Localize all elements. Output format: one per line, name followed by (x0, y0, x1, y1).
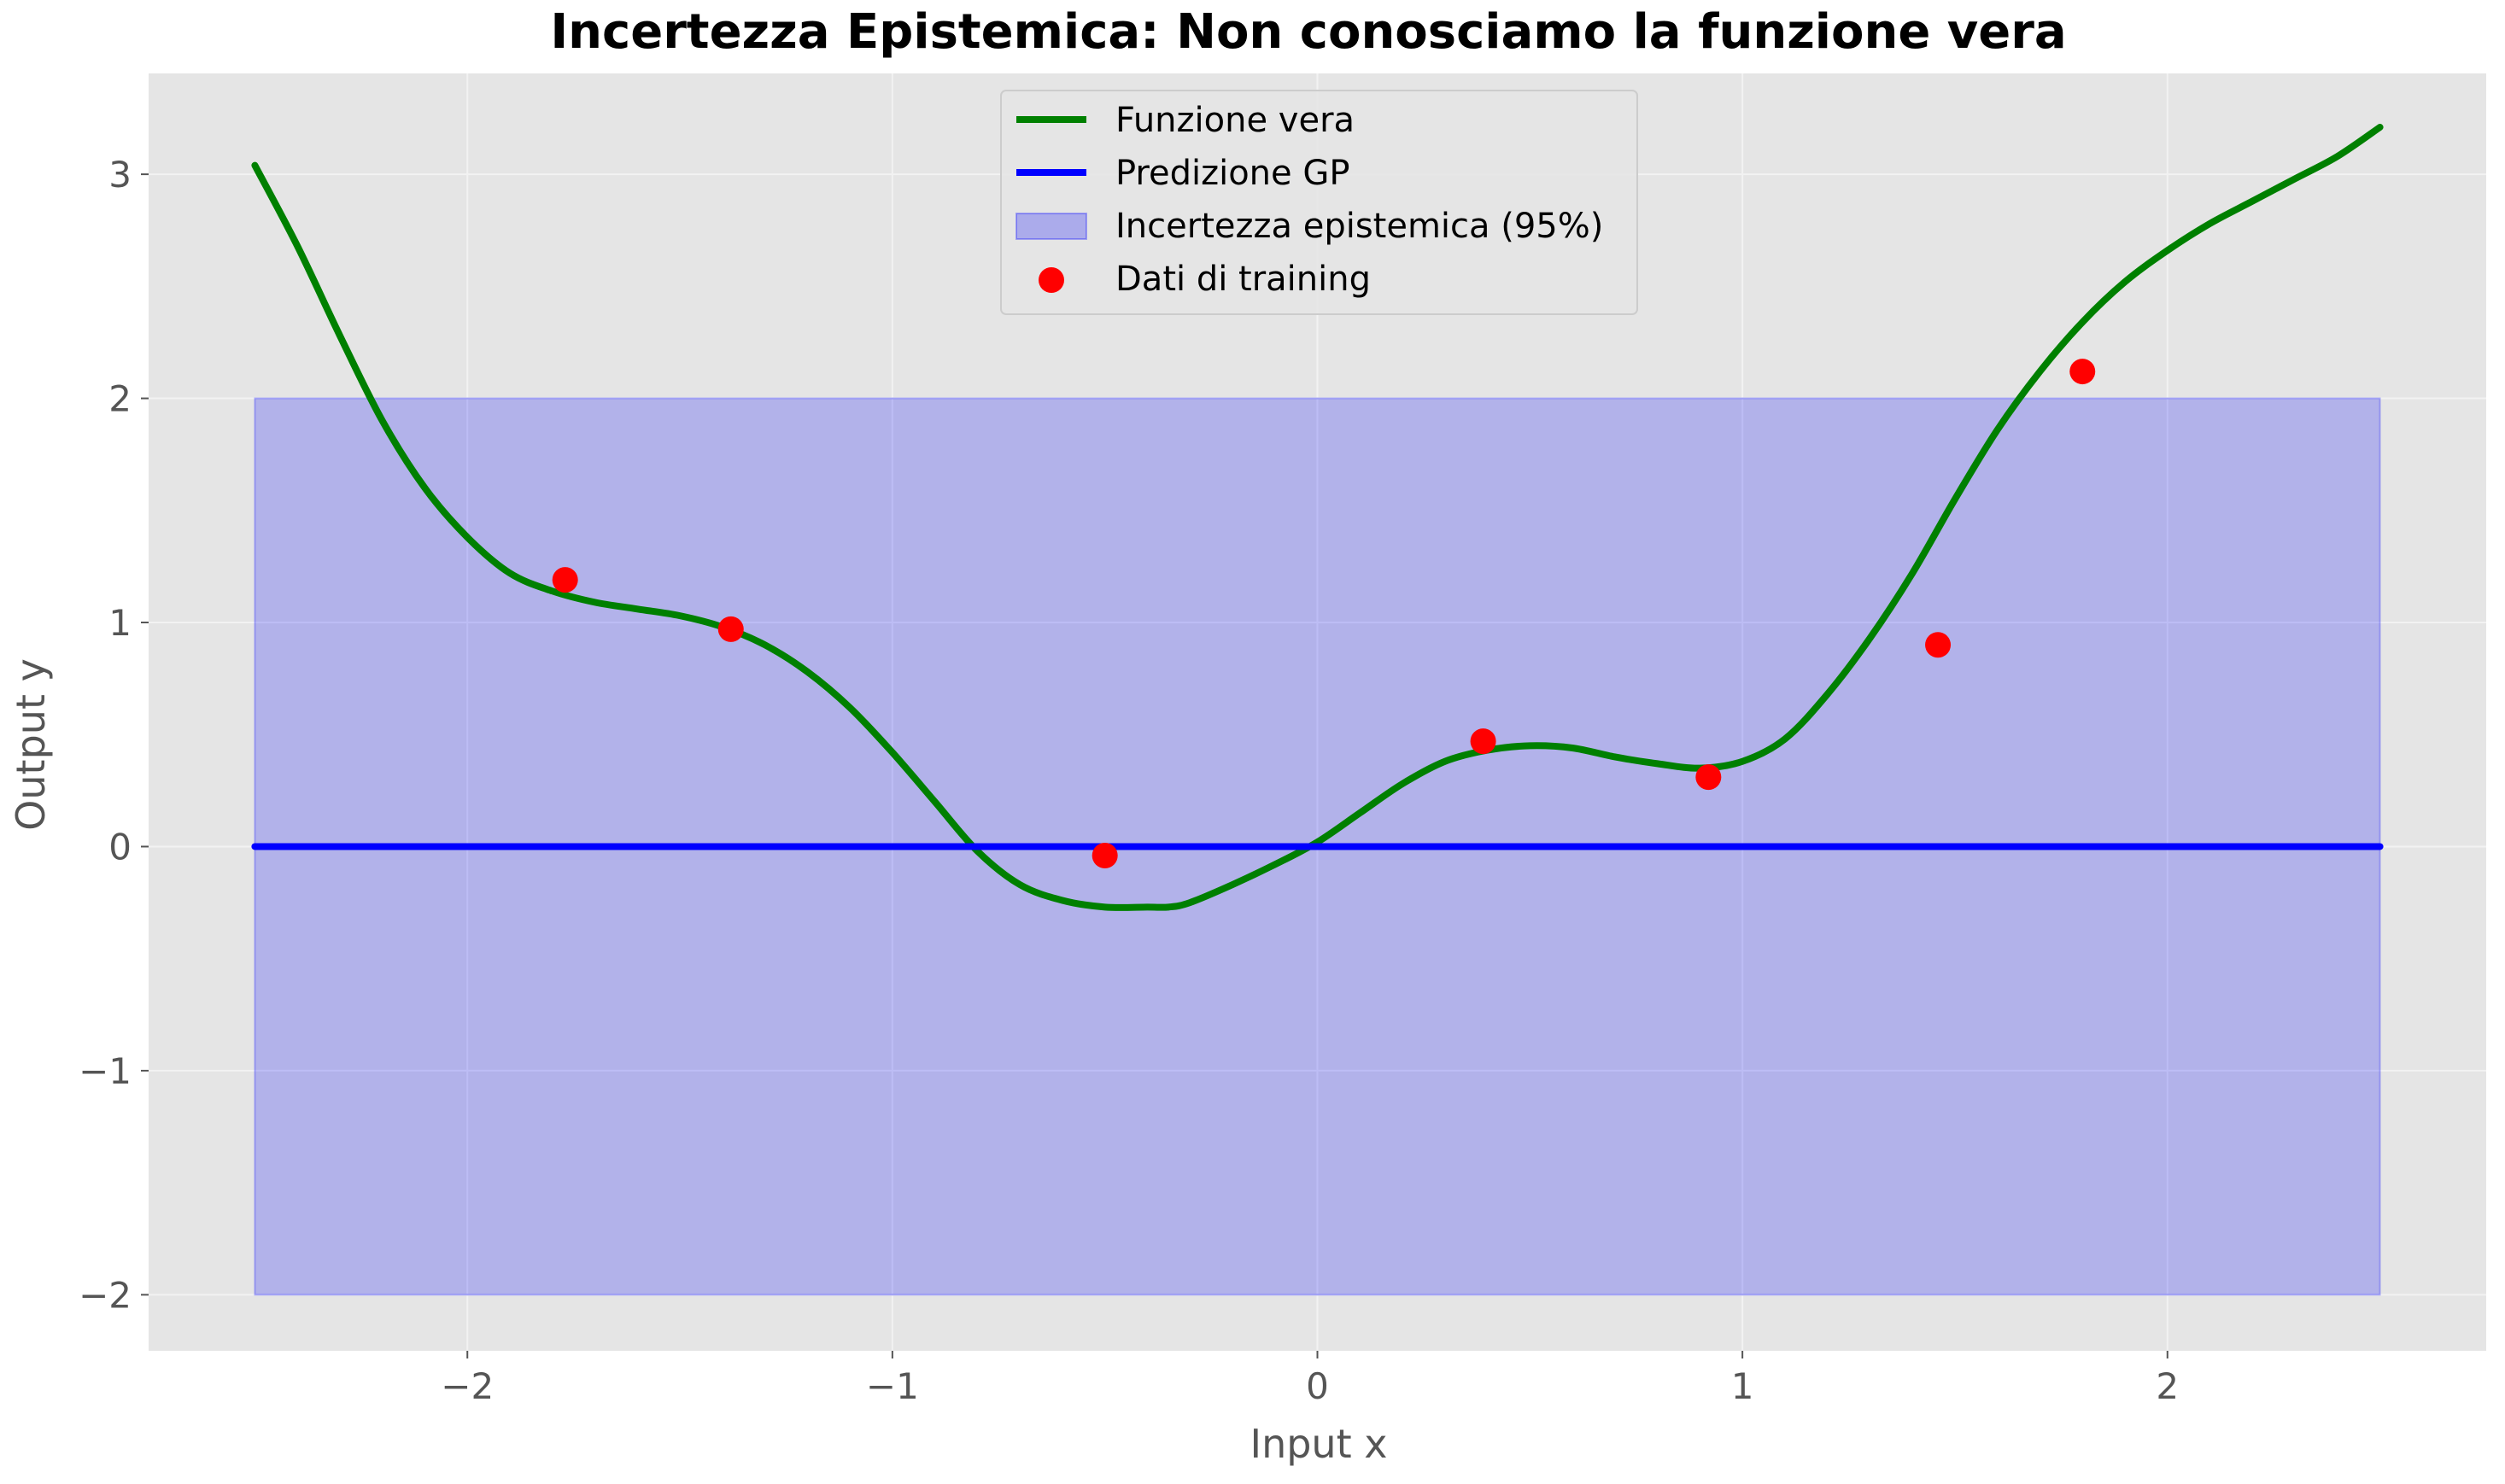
x-axis-label: Input x (1250, 1421, 1388, 1467)
x-tick-label: 1 (1731, 1365, 1754, 1407)
legend-box (1000, 90, 1638, 315)
legend: Funzione vera Predizione GP Incertezza epi… (1000, 90, 1638, 315)
x-tick-label: 0 (1306, 1365, 1329, 1407)
x-tick-label: −2 (441, 1365, 494, 1407)
x-tick-labels: −2 −1 0 1 2 (441, 1351, 2179, 1407)
x-tick-label: 2 (2156, 1365, 2179, 1407)
training-points-layer (552, 359, 2096, 868)
training-point (2069, 359, 2096, 385)
y-axis-label: Output y (8, 658, 54, 831)
y-tick-label: −2 (79, 1274, 132, 1316)
training-point (552, 567, 578, 593)
y-tick-label: 0 (108, 826, 132, 868)
x-tick-label: −1 (866, 1365, 919, 1407)
y-tick-label: 3 (108, 154, 132, 196)
training-point (1470, 728, 1496, 755)
training-point (1092, 842, 1118, 868)
legend-entry: Funzione vera (1016, 101, 1355, 140)
legend-label: Incertezza epistemica (95%) (1115, 207, 1603, 246)
y-tick-label: −1 (79, 1050, 132, 1092)
chart-title: Incertezza Epistemica: Non conosciamo la… (550, 4, 2066, 60)
y-tick-label: 1 (108, 602, 132, 644)
training-point (1925, 632, 1952, 658)
training-point (1695, 764, 1722, 791)
true-function-line (251, 123, 2384, 911)
y-tick-label: 2 (108, 378, 132, 420)
legend-entry: Predizione GP (1016, 154, 1349, 193)
legend-entry: Dati di training (1039, 260, 1371, 299)
legend-swatch-uncertainty (1015, 213, 1087, 240)
legend-swatch-training-data (1039, 267, 1064, 293)
lines-layer (251, 123, 2384, 911)
y-tick-labels: −2 −1 0 1 2 3 (79, 154, 149, 1316)
training-point (717, 616, 744, 642)
legend-label: Predizione GP (1115, 154, 1349, 193)
legend-label: Dati di training (1115, 260, 1371, 299)
legend-label: Funzione vera (1115, 101, 1355, 140)
legend-entry: Incertezza epistemica (95%) (1015, 207, 1603, 246)
